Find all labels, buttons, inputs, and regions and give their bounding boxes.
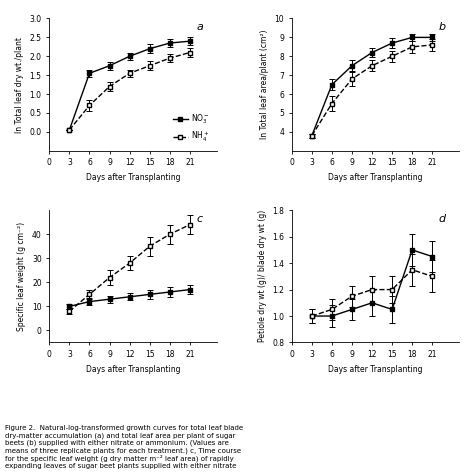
- Y-axis label: ln Total leaf area/plant (cm²): ln Total leaf area/plant (cm²): [260, 30, 269, 139]
- Legend: NO$_3^-$, NH$_4^+$: NO$_3^-$, NH$_4^+$: [169, 109, 213, 147]
- X-axis label: Days after Transplanting: Days after Transplanting: [328, 173, 423, 182]
- Text: b: b: [439, 22, 446, 32]
- Text: c: c: [196, 214, 202, 224]
- Y-axis label: Specific leaf weight (g cm⁻²): Specific leaf weight (g cm⁻²): [18, 222, 27, 331]
- Y-axis label: Petiole dry wt (g)/ blade dry wt (g): Petiole dry wt (g)/ blade dry wt (g): [257, 210, 266, 343]
- Text: d: d: [439, 214, 446, 224]
- X-axis label: Days after Transplanting: Days after Transplanting: [86, 365, 180, 374]
- Y-axis label: ln Total leaf dry wt./plant: ln Total leaf dry wt./plant: [15, 36, 24, 133]
- Text: Figure 2.  Natural-log-transformed growth curves for total leaf blade
dry-matter: Figure 2. Natural-log-transformed growth…: [5, 425, 243, 469]
- Text: a: a: [196, 22, 203, 32]
- X-axis label: Days after Transplanting: Days after Transplanting: [328, 365, 423, 374]
- X-axis label: Days after Transplanting: Days after Transplanting: [86, 173, 180, 182]
